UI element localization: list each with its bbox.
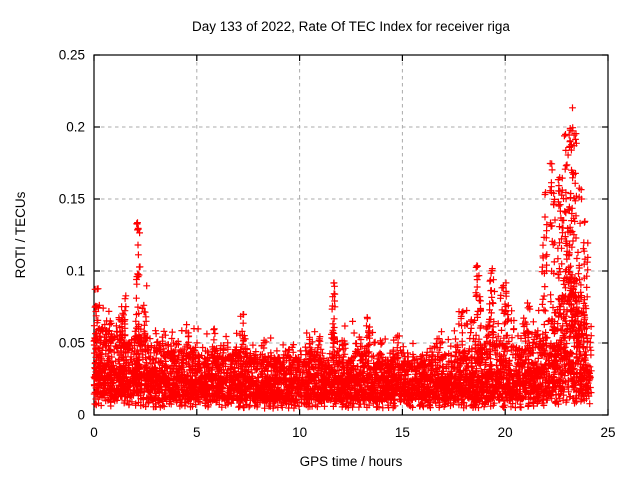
y-tick-label: 0.2 bbox=[66, 120, 85, 135]
x-axis-label: GPS time / hours bbox=[300, 454, 403, 469]
y-tick-label: 0.1 bbox=[66, 264, 85, 279]
y-tick-label: 0.05 bbox=[59, 336, 85, 351]
x-tick-label: 25 bbox=[600, 425, 615, 440]
y-tick-label: 0 bbox=[77, 408, 85, 423]
y-tick-label: 0.25 bbox=[59, 48, 85, 63]
x-tick-label: 20 bbox=[498, 425, 513, 440]
x-tick-label: 0 bbox=[90, 425, 98, 440]
x-tick-label: 5 bbox=[193, 425, 201, 440]
scatter-series-path bbox=[90, 104, 595, 412]
scatter-points bbox=[90, 104, 595, 412]
y-tick-label: 0.15 bbox=[59, 192, 85, 207]
tick-labels: 0 5 10 15 20 25 0 0.05 0.1 0.15 0.2 0.25 bbox=[59, 48, 616, 441]
x-tick-label: 15 bbox=[395, 425, 410, 440]
plot-border bbox=[93, 54, 609, 416]
y-axis-label: ROTI / TECUs bbox=[13, 191, 28, 278]
chart-title: Day 133 of 2022, Rate Of TEC Index for r… bbox=[192, 19, 510, 34]
x-tick-label: 10 bbox=[292, 425, 307, 440]
